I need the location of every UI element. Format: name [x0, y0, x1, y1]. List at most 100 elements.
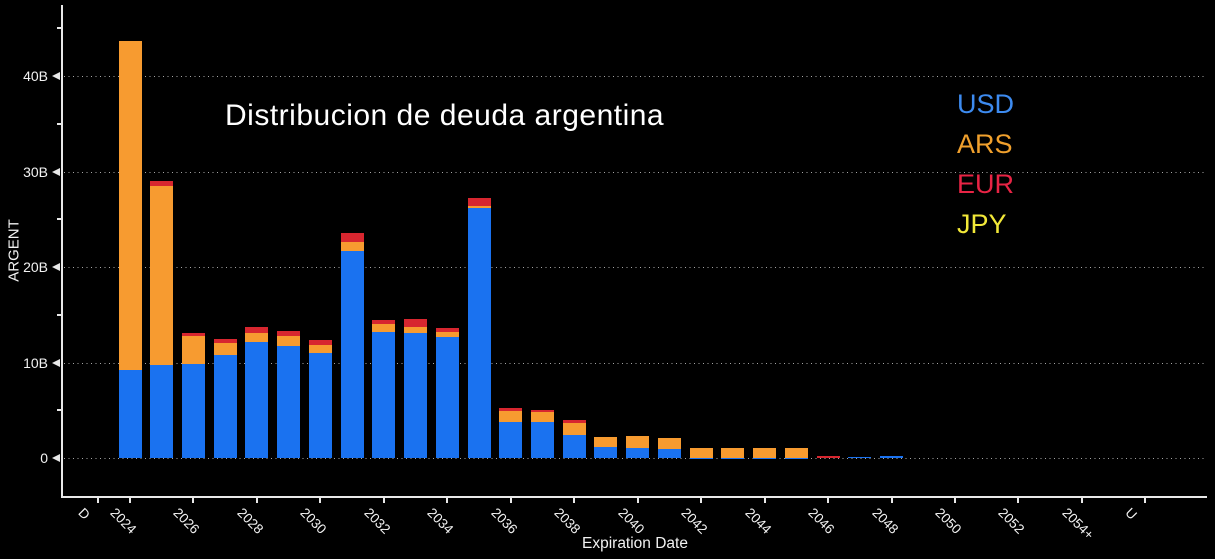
- x-tick-marker: [255, 497, 258, 503]
- x-tick-marker: [1144, 497, 1147, 503]
- y-tick-minor: [57, 218, 62, 221]
- y-tick-minor: [57, 27, 62, 30]
- bar-2025-eur: [150, 181, 174, 186]
- x-tick-label-2030: 2030: [297, 505, 330, 537]
- bar-2039-usd: [594, 447, 618, 458]
- bar-2024-usd: [118, 370, 142, 458]
- bar-2036-eur: [499, 408, 523, 412]
- x-tick-marker: [763, 497, 766, 503]
- bar-2040-usd: [626, 448, 650, 458]
- x-tick-label-2032: 2032: [361, 505, 394, 537]
- bar-2026-eur: [181, 332, 205, 337]
- x-tick-marker: [382, 497, 385, 503]
- legend: USD ARS EUR JPY: [957, 84, 1014, 244]
- bar-2046-eur: [816, 456, 840, 458]
- x-tick-label-2028: 2028: [234, 505, 267, 537]
- gridline-30B: [64, 171, 1205, 173]
- y-tick-marker: [52, 358, 60, 367]
- bar-2048-usd: [880, 456, 904, 458]
- gridline-40B: [64, 76, 1205, 77]
- legend-item-jpy: JPY: [957, 209, 1007, 239]
- x-axis-line: [61, 496, 1207, 498]
- bar-2038-usd: [562, 435, 586, 458]
- bar-2038-eur: [562, 420, 586, 423]
- bar-2040-ars: [626, 436, 650, 449]
- x-tick-marker: [573, 497, 576, 503]
- bar-2029-ars: [277, 336, 301, 347]
- y-tick-minor: [57, 409, 62, 412]
- gridline-0: [64, 458, 1205, 459]
- x-tick-label-2050: 2050: [932, 505, 965, 537]
- x-tick-marker: [636, 497, 639, 503]
- bar-2034-usd: [435, 336, 459, 458]
- x-tick-label-2048: 2048: [868, 505, 901, 537]
- x-tick-marker: [890, 497, 893, 503]
- bar-2044-ars: [753, 448, 777, 458]
- bar-2031-eur: [340, 232, 364, 242]
- bar-2037-usd: [530, 421, 554, 458]
- bar-2032-ars: [372, 324, 396, 332]
- bar-2028-eur: [245, 327, 269, 333]
- x-tick-marker: [319, 497, 322, 503]
- bar-2035-usd: [467, 207, 491, 458]
- x-tick-label-2024: 2024: [107, 505, 140, 537]
- bar-2026-ars: [181, 336, 205, 365]
- bar-2042-usd: [689, 457, 713, 459]
- bar-2026-usd: [181, 364, 205, 458]
- bar-2047-usd: [848, 457, 872, 458]
- chart-title: Distribucion de deuda argentina: [225, 99, 665, 132]
- x-tick-label-2044: 2044: [741, 505, 774, 537]
- y-tick-label: 20B: [23, 259, 48, 275]
- y-tick-label: 40B: [23, 68, 48, 84]
- bar-2038-ars: [562, 422, 586, 436]
- y-axis-title: ARGENT: [5, 219, 23, 282]
- x-tick-marker: [97, 497, 100, 503]
- y-tick-marker: [52, 167, 60, 176]
- bar-2035-ars: [467, 205, 491, 208]
- bar-2030-ars: [308, 345, 332, 353]
- bar-2033-ars: [404, 326, 428, 333]
- bar-2030-eur: [308, 339, 332, 346]
- x-tick-label-2040: 2040: [615, 505, 647, 537]
- bar-2031-usd: [340, 250, 364, 458]
- x-tick-marker: [1017, 497, 1020, 503]
- x-tick-label-2034: 2034: [424, 505, 457, 537]
- x-axis-title: Expiration Date: [582, 535, 688, 552]
- bar-2032-usd: [372, 331, 396, 458]
- x-tick-marker: [953, 497, 956, 503]
- x-tick-label-2036: 2036: [488, 505, 520, 537]
- x-tick-marker: [1080, 497, 1083, 503]
- bar-2025-ars: [150, 185, 174, 366]
- y-tick-marker: [52, 454, 60, 462]
- x-tick-marker: [509, 497, 512, 503]
- bar-2034-ars: [435, 331, 459, 337]
- bar-2037-eur: [530, 409, 554, 413]
- bar-2037-ars: [530, 412, 554, 422]
- x-tick-marker: [446, 497, 449, 503]
- bar-2027-eur: [213, 339, 237, 344]
- y-tick-minor: [57, 122, 62, 125]
- bar-2033-eur: [404, 318, 428, 327]
- y-tick-label: 10B: [23, 354, 48, 371]
- legend-item-usd: USD: [957, 89, 1015, 119]
- bar-2027-usd: [213, 354, 237, 458]
- bar-2032-eur: [372, 320, 396, 325]
- y-tick-label: 0: [40, 450, 48, 466]
- bar-2029-eur: [277, 330, 301, 337]
- bar-2035-eur: [467, 197, 491, 206]
- y-tick-marker: [52, 263, 60, 271]
- bar-2033-usd: [404, 332, 428, 458]
- legend-item-eur: EUR: [957, 169, 1015, 199]
- bar-2041-ars: [657, 437, 681, 450]
- x-tick-marker: [827, 497, 830, 503]
- bar-2036-ars: [499, 411, 523, 422]
- bar-2036-usd: [499, 421, 523, 458]
- x-tick-label-2052: 2052: [995, 505, 1028, 537]
- bar-2024-ars: [118, 40, 142, 371]
- bar-2025-usd: [150, 365, 174, 458]
- x-tick-label-D: D: [75, 505, 94, 523]
- bar-2045-ars: [784, 447, 808, 458]
- x-tick-marker: [129, 497, 131, 503]
- x-tick-label-U: U: [1122, 505, 1141, 523]
